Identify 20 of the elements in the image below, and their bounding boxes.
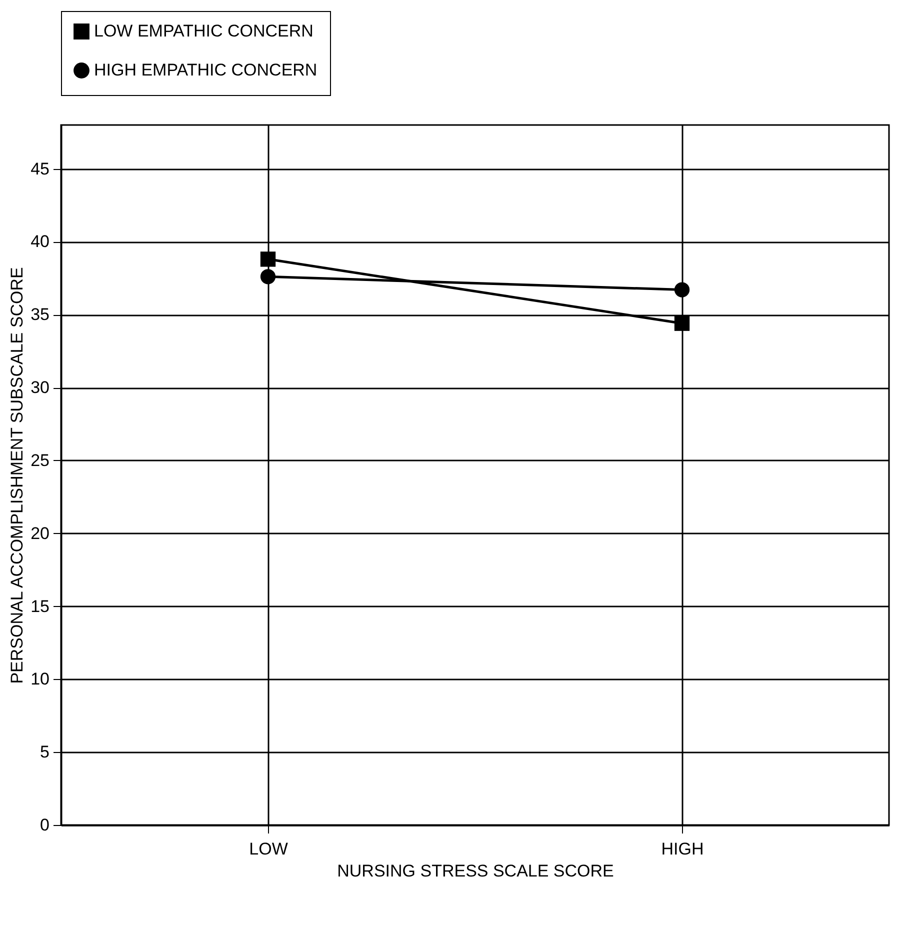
y-tick-label: 30: [30, 378, 50, 397]
y-tick-label: 35: [30, 305, 50, 324]
x-tick-label: HIGH: [661, 840, 704, 858]
y-tick-label: 25: [30, 450, 50, 470]
y-tick-label: 10: [30, 670, 50, 689]
point: [674, 316, 690, 331]
point: [260, 252, 276, 267]
point: [260, 269, 276, 284]
y-tick-label: 45: [30, 159, 50, 178]
legend-label: LOW EMPATHIC CONCERN: [94, 22, 314, 40]
y-tick-label: 5: [40, 742, 50, 762]
legend-label: HIGH EMPATHIC CONCERN: [94, 60, 318, 80]
y-tick-label: 20: [30, 524, 50, 543]
y-tick-label: 40: [30, 232, 50, 252]
x-tick-label: LOW: [249, 840, 288, 858]
y-axis-title: PERSONAL ACCOMPLISHMENT SUBSCALE SCORE: [8, 267, 27, 684]
y-tick-label: 0: [40, 816, 50, 834]
y-tick-label: 15: [30, 596, 50, 616]
point: [674, 282, 690, 298]
x-axis-title: NURSING STRESS SCALE SCORE: [337, 862, 614, 880]
